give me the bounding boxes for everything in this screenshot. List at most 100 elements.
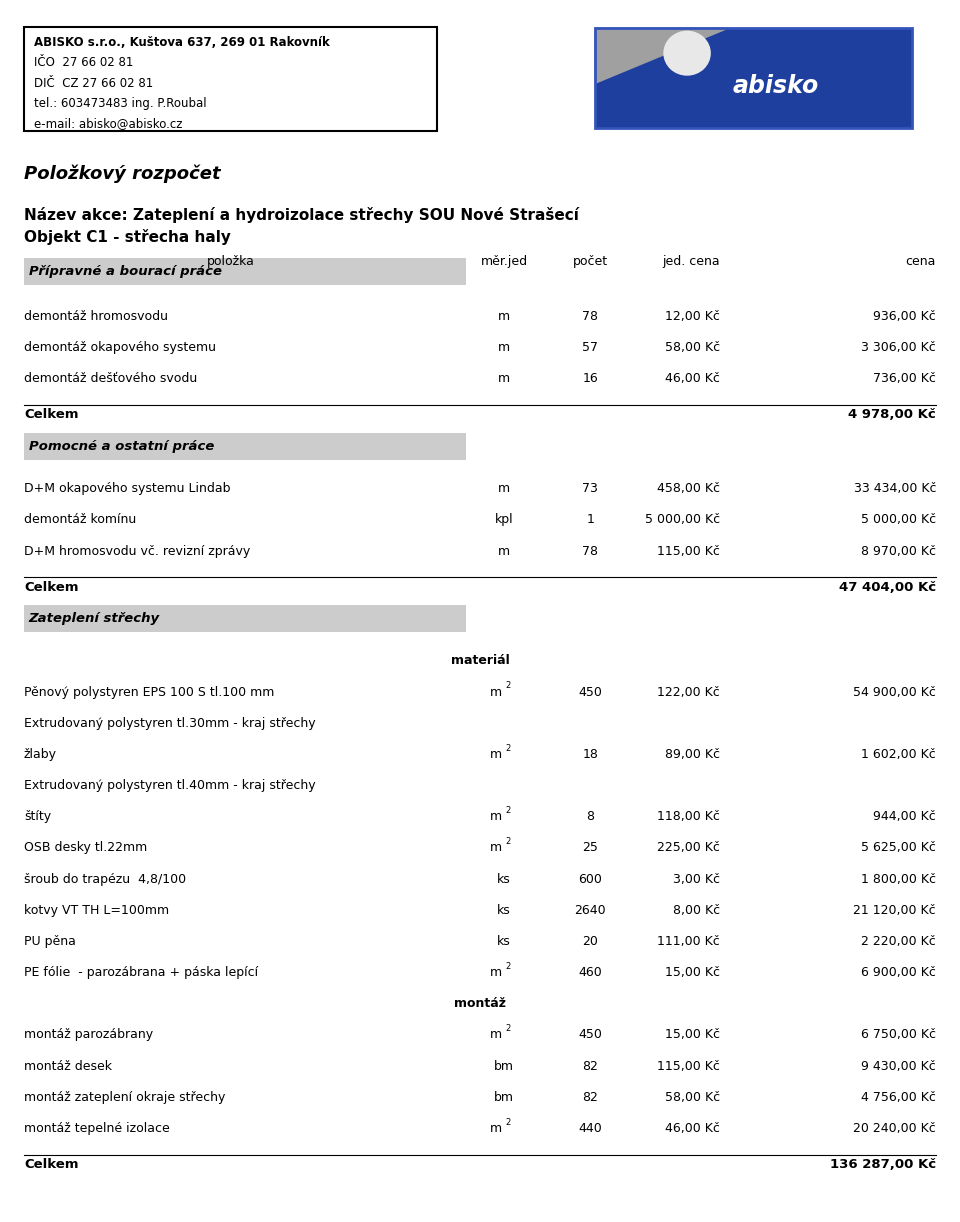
- Text: 54 900,00 Kč: 54 900,00 Kč: [853, 686, 936, 699]
- Text: 4 978,00 Kč: 4 978,00 Kč: [849, 408, 936, 422]
- Text: 1 602,00 Kč: 1 602,00 Kč: [861, 748, 936, 761]
- Text: montáž: montáž: [454, 997, 506, 1011]
- Text: Pěnový polystyren EPS 100 S tl.100 mm: Pěnový polystyren EPS 100 S tl.100 mm: [24, 686, 275, 699]
- Bar: [24, 258, 466, 285]
- Text: kotvy VT TH L=100mm: kotvy VT TH L=100mm: [24, 904, 169, 916]
- Bar: [24, 433, 466, 459]
- Text: montáž zateplení okraje střechy: montáž zateplení okraje střechy: [24, 1091, 226, 1103]
- Text: montáž tepelné izolace: montáž tepelné izolace: [24, 1122, 170, 1135]
- Text: 9 430,00 Kč: 9 430,00 Kč: [861, 1059, 936, 1073]
- Text: 8,00 Kč: 8,00 Kč: [673, 904, 720, 916]
- Text: 2: 2: [505, 837, 511, 847]
- Polygon shape: [595, 28, 729, 83]
- Text: 82: 82: [583, 1059, 598, 1073]
- Text: Celkem: Celkem: [24, 408, 79, 422]
- Text: m: m: [498, 483, 510, 495]
- Bar: [595, 28, 912, 128]
- Text: bm: bm: [494, 1059, 514, 1073]
- Text: 16: 16: [583, 373, 598, 385]
- Text: 136 287,00 Kč: 136 287,00 Kč: [829, 1158, 936, 1171]
- Text: 20: 20: [583, 935, 598, 948]
- Text: m: m: [491, 1029, 502, 1041]
- Text: ABISKO s.r.o., Kuštova 637, 269 01 Rakovník: ABISKO s.r.o., Kuštova 637, 269 01 Rakov…: [34, 37, 329, 49]
- Bar: [595, 28, 912, 128]
- Text: demontáž komínu: demontáž komínu: [24, 513, 136, 527]
- Text: 460: 460: [579, 967, 602, 979]
- Text: m: m: [498, 373, 510, 385]
- Text: PE fólie  - parozábrana + páska lepící: PE fólie - parozábrana + páska lepící: [24, 967, 258, 979]
- Text: 2 220,00 Kč: 2 220,00 Kč: [861, 935, 936, 948]
- Text: m: m: [491, 810, 502, 824]
- Text: D+M hromosvodu vč. revizní zprávy: D+M hromosvodu vč. revizní zprávy: [24, 545, 251, 557]
- Text: jed. cena: jed. cena: [662, 255, 720, 268]
- Text: 122,00 Kč: 122,00 Kč: [658, 686, 720, 699]
- Text: 225,00 Kč: 225,00 Kč: [658, 842, 720, 854]
- Text: materiál: materiál: [450, 655, 510, 667]
- Text: demontáž okapového systemu: demontáž okapového systemu: [24, 341, 216, 354]
- Text: 111,00 Kč: 111,00 Kč: [658, 935, 720, 948]
- Text: 118,00 Kč: 118,00 Kč: [658, 810, 720, 824]
- Text: 12,00 Kč: 12,00 Kč: [665, 310, 720, 323]
- Text: Položkový rozpočet: Položkový rozpočet: [24, 164, 221, 183]
- Text: Pomocné a ostatní práce: Pomocné a ostatní práce: [29, 440, 214, 452]
- Text: 2640: 2640: [575, 904, 606, 916]
- Text: 47 404,00 Kč: 47 404,00 Kč: [839, 580, 936, 594]
- Text: 46,00 Kč: 46,00 Kč: [665, 1122, 720, 1135]
- Text: m: m: [498, 545, 510, 557]
- Text: Objekt C1 - střecha haly: Objekt C1 - střecha haly: [24, 229, 230, 246]
- Text: m: m: [491, 967, 502, 979]
- Text: 1 800,00 Kč: 1 800,00 Kč: [861, 873, 936, 886]
- Text: m: m: [498, 310, 510, 323]
- Text: m: m: [491, 686, 502, 699]
- Text: m: m: [491, 748, 502, 761]
- Text: Extrudovaný polystyren tl.30mm - kraj střechy: Extrudovaný polystyren tl.30mm - kraj st…: [24, 717, 316, 730]
- Text: 450: 450: [579, 686, 602, 699]
- Text: štíty: štíty: [24, 810, 51, 824]
- Text: 33 434,00 Kč: 33 434,00 Kč: [853, 483, 936, 495]
- Text: kpl: kpl: [494, 513, 514, 527]
- Text: počet: počet: [573, 255, 608, 268]
- Text: 8: 8: [587, 810, 594, 824]
- Text: abisko: abisko: [732, 75, 819, 98]
- Text: m: m: [498, 341, 510, 354]
- Text: 2: 2: [505, 682, 511, 690]
- Text: demontáž hromosvodu: demontáž hromosvodu: [24, 310, 168, 323]
- Text: 89,00 Kč: 89,00 Kč: [665, 748, 720, 761]
- Text: 8 970,00 Kč: 8 970,00 Kč: [861, 545, 936, 557]
- Text: m: m: [491, 1122, 502, 1135]
- Bar: [24, 27, 437, 131]
- Text: 25: 25: [583, 842, 598, 854]
- Text: 5 625,00 Kč: 5 625,00 Kč: [861, 842, 936, 854]
- Text: 450: 450: [579, 1029, 602, 1041]
- Text: měr.jed: měr.jed: [480, 255, 528, 268]
- Text: 15,00 Kč: 15,00 Kč: [665, 967, 720, 979]
- Text: Celkem: Celkem: [24, 1158, 79, 1171]
- Text: 46,00 Kč: 46,00 Kč: [665, 373, 720, 385]
- Text: 57: 57: [583, 341, 598, 354]
- Text: 2: 2: [505, 744, 511, 753]
- Text: šroub do trapézu  4,8/100: šroub do trapézu 4,8/100: [24, 873, 186, 886]
- Text: OSB desky tl.22mm: OSB desky tl.22mm: [24, 842, 147, 854]
- Text: 4 756,00 Kč: 4 756,00 Kč: [861, 1091, 936, 1103]
- Text: montáž desek: montáž desek: [24, 1059, 112, 1073]
- Text: 73: 73: [583, 483, 598, 495]
- Text: 5 000,00 Kč: 5 000,00 Kč: [861, 513, 936, 527]
- Text: 5 000,00 Kč: 5 000,00 Kč: [645, 513, 720, 527]
- Text: 82: 82: [583, 1091, 598, 1103]
- Text: 115,00 Kč: 115,00 Kč: [658, 1059, 720, 1073]
- Text: demontáž dešťového svodu: demontáž dešťového svodu: [24, 373, 197, 385]
- Text: 6 900,00 Kč: 6 900,00 Kč: [861, 967, 936, 979]
- Text: DIČ  CZ 27 66 02 81: DIČ CZ 27 66 02 81: [34, 77, 153, 89]
- Text: položka: položka: [206, 255, 254, 268]
- Text: bm: bm: [494, 1091, 514, 1103]
- Text: 58,00 Kč: 58,00 Kč: [665, 341, 720, 354]
- Text: 440: 440: [579, 1122, 602, 1135]
- Text: 58,00 Kč: 58,00 Kč: [665, 1091, 720, 1103]
- Text: 944,00 Kč: 944,00 Kč: [874, 810, 936, 824]
- Text: e-mail: abisko@abisko.cz: e-mail: abisko@abisko.cz: [34, 117, 182, 130]
- Text: 20 240,00 Kč: 20 240,00 Kč: [853, 1122, 936, 1135]
- Text: 78: 78: [583, 545, 598, 557]
- Text: cena: cena: [905, 255, 936, 268]
- Text: 458,00 Kč: 458,00 Kč: [657, 483, 720, 495]
- Text: ks: ks: [497, 935, 511, 948]
